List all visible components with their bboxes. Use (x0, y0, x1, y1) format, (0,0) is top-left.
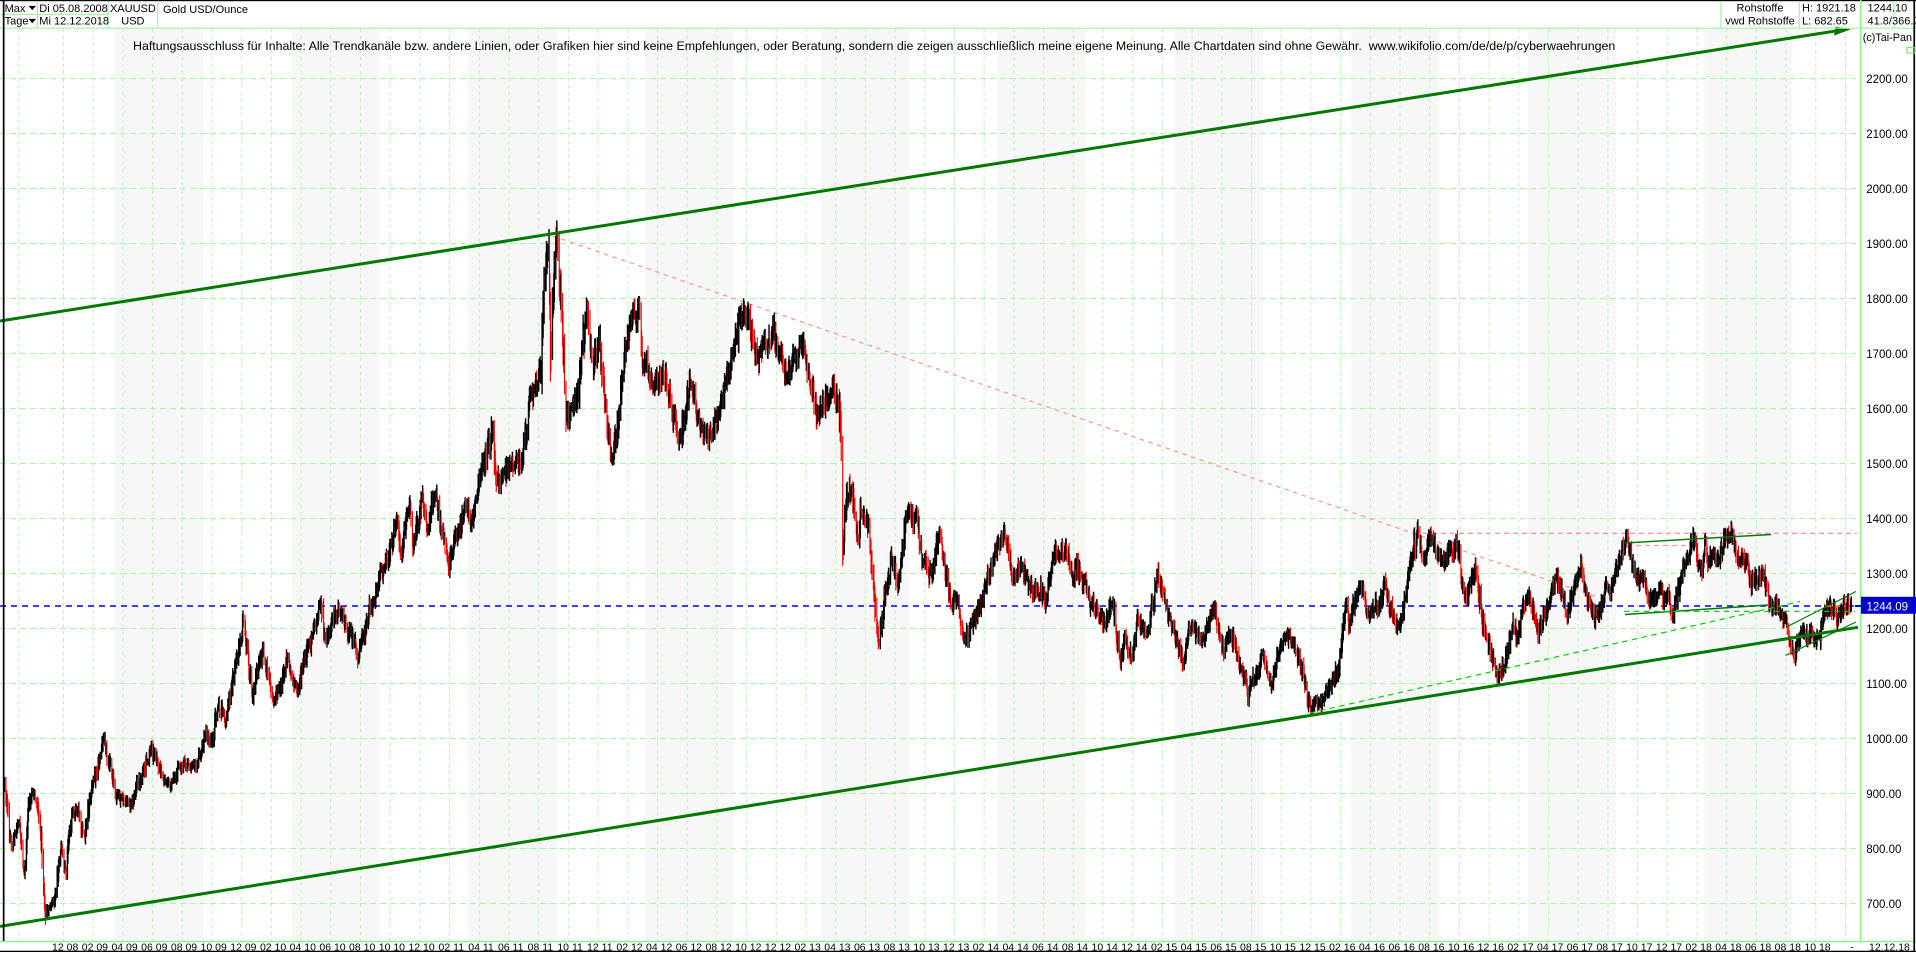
svg-text:1000.00: 1000.00 (1866, 734, 1908, 746)
svg-text:Tage: Tage (5, 15, 29, 27)
svg-text:Rohstoffe: Rohstoffe (1737, 3, 1784, 15)
svg-text:1700.00: 1700.00 (1866, 349, 1908, 361)
svg-text:2200.00: 2200.00 (1866, 74, 1908, 86)
svg-text:2000.00: 2000.00 (1866, 184, 1908, 196)
svg-text:1800.00: 1800.00 (1866, 294, 1908, 306)
svg-text:08 17: 08 17 (1596, 942, 1622, 952)
svg-text:800.00: 800.00 (1866, 844, 1901, 856)
svg-text:2100.00: 2100.00 (1866, 129, 1908, 141)
svg-text:06 15: 06 15 (1210, 942, 1236, 952)
svg-text:-: - (1850, 942, 1854, 952)
svg-text:06 16: 06 16 (1389, 942, 1415, 952)
svg-text:08 16: 08 16 (1418, 942, 1444, 952)
svg-text:700.00: 700.00 (1866, 899, 1901, 911)
svg-text:04 10: 04 10 (290, 942, 316, 952)
svg-text:1500.00: 1500.00 (1866, 459, 1908, 471)
svg-text:06 17: 06 17 (1567, 942, 1593, 952)
svg-text:06 13: 06 13 (854, 942, 880, 952)
svg-text:02 16: 02 16 (1329, 942, 1355, 952)
svg-text:06 18: 06 18 (1745, 942, 1771, 952)
svg-text:1600.00: 1600.00 (1866, 404, 1908, 416)
svg-text:06 12: 06 12 (676, 942, 702, 952)
svg-text:(c)Tai-Pan: (c)Tai-Pan (1863, 32, 1912, 44)
svg-text:12 10: 12 10 (408, 942, 434, 952)
svg-text:L: 682.65: L: 682.65 (1802, 15, 1848, 27)
svg-text:1100.00: 1100.00 (1866, 679, 1907, 691)
svg-text:08 13: 08 13 (884, 942, 910, 952)
svg-text:10 10: 10 10 (379, 942, 405, 952)
svg-text:08 15: 08 15 (1240, 942, 1266, 952)
svg-text:02 15: 02 15 (1151, 942, 1177, 952)
svg-text:10 13: 10 13 (913, 942, 939, 952)
svg-text:02 17: 02 17 (1507, 942, 1533, 952)
svg-text:H: 1921.18: H: 1921.18 (1802, 3, 1856, 15)
svg-text:10 11: 10 11 (557, 942, 583, 952)
svg-text:08 11: 08 11 (528, 942, 554, 952)
svg-text:02 09: 02 09 (82, 942, 108, 952)
svg-text:12 15: 12 15 (1299, 942, 1325, 952)
svg-text:12 12: 12 12 (765, 942, 791, 952)
svg-text:02 18: 02 18 (1686, 942, 1712, 952)
svg-text:04 18: 04 18 (1715, 942, 1741, 952)
svg-text:10 09: 10 09 (201, 942, 227, 952)
svg-text:1244.10: 1244.10 (1868, 3, 1908, 15)
svg-text:12 14: 12 14 (1121, 942, 1147, 952)
svg-text:12.12.18: 12.12.18 (1869, 942, 1910, 952)
svg-text:06 11: 06 11 (498, 942, 524, 952)
svg-text:12 16: 12 16 (1478, 942, 1504, 952)
svg-text:02 10: 02 10 (260, 942, 286, 952)
svg-text:1400.00: 1400.00 (1866, 514, 1908, 526)
svg-text:Haftungsausschluss für Inhalte: Haftungsausschluss für Inhalte: Alle Tre… (133, 39, 1615, 53)
svg-text:XAUUSD: XAUUSD (110, 3, 156, 15)
svg-text:10 15: 10 15 (1270, 942, 1296, 952)
svg-text:10 16: 10 16 (1448, 942, 1474, 952)
svg-text:vwd Rohstoffe: vwd Rohstoffe (1725, 15, 1795, 27)
svg-text:04 15: 04 15 (1181, 942, 1207, 952)
svg-text:08 10: 08 10 (349, 942, 375, 952)
svg-text:04 12: 04 12 (646, 942, 672, 952)
svg-text:10 17: 10 17 (1626, 942, 1652, 952)
svg-text:1244.09: 1244.09 (1867, 601, 1909, 613)
svg-text:900.00: 900.00 (1866, 789, 1901, 801)
svg-text:10 14: 10 14 (1092, 942, 1118, 952)
svg-text:04 09: 04 09 (111, 942, 137, 952)
svg-text:08 14: 08 14 (1062, 942, 1088, 952)
svg-text:08 18: 08 18 (1775, 942, 1801, 952)
svg-text:12 17: 12 17 (1656, 942, 1682, 952)
svg-text:02 11: 02 11 (439, 942, 465, 952)
svg-text:12 11: 12 11 (587, 942, 613, 952)
svg-text:04 14: 04 14 (1002, 942, 1028, 952)
svg-text:04 13: 04 13 (824, 942, 850, 952)
svg-text:06 14: 06 14 (1032, 942, 1058, 952)
svg-text:Gold USD/Ounce: Gold USD/Ounce (163, 4, 248, 16)
svg-text:USD: USD (121, 15, 144, 27)
svg-text:10 12: 10 12 (735, 942, 761, 952)
svg-text:06 09: 06 09 (141, 942, 167, 952)
svg-text:Max: Max (5, 3, 26, 15)
svg-text:06 10: 06 10 (319, 942, 345, 952)
svg-text:1300.00: 1300.00 (1866, 569, 1908, 581)
svg-text:41.8/366.7: 41.8/366.7 (1868, 15, 1916, 27)
svg-text:10 18: 10 18 (1804, 942, 1830, 952)
svg-text:Mi 12.12.2018: Mi 12.12.2018 (39, 15, 109, 27)
svg-text:08 12: 08 12 (705, 942, 731, 952)
svg-text:Di 05.08.2008: Di 05.08.2008 (39, 3, 108, 15)
svg-text:02 14: 02 14 (973, 942, 999, 952)
svg-text:12 13: 12 13 (943, 942, 969, 952)
svg-text:08 09: 08 09 (171, 942, 197, 952)
svg-text:12 08: 12 08 (52, 942, 78, 952)
svg-text:1200.00: 1200.00 (1866, 624, 1908, 636)
svg-text:12 09: 12 09 (230, 942, 256, 952)
svg-text:1900.00: 1900.00 (1866, 239, 1908, 251)
svg-text:02 13: 02 13 (795, 942, 821, 952)
svg-text:04 16: 04 16 (1359, 942, 1385, 952)
svg-text:04 17: 04 17 (1537, 942, 1563, 952)
svg-text:04 11: 04 11 (468, 942, 494, 952)
svg-text:02 12: 02 12 (616, 942, 642, 952)
